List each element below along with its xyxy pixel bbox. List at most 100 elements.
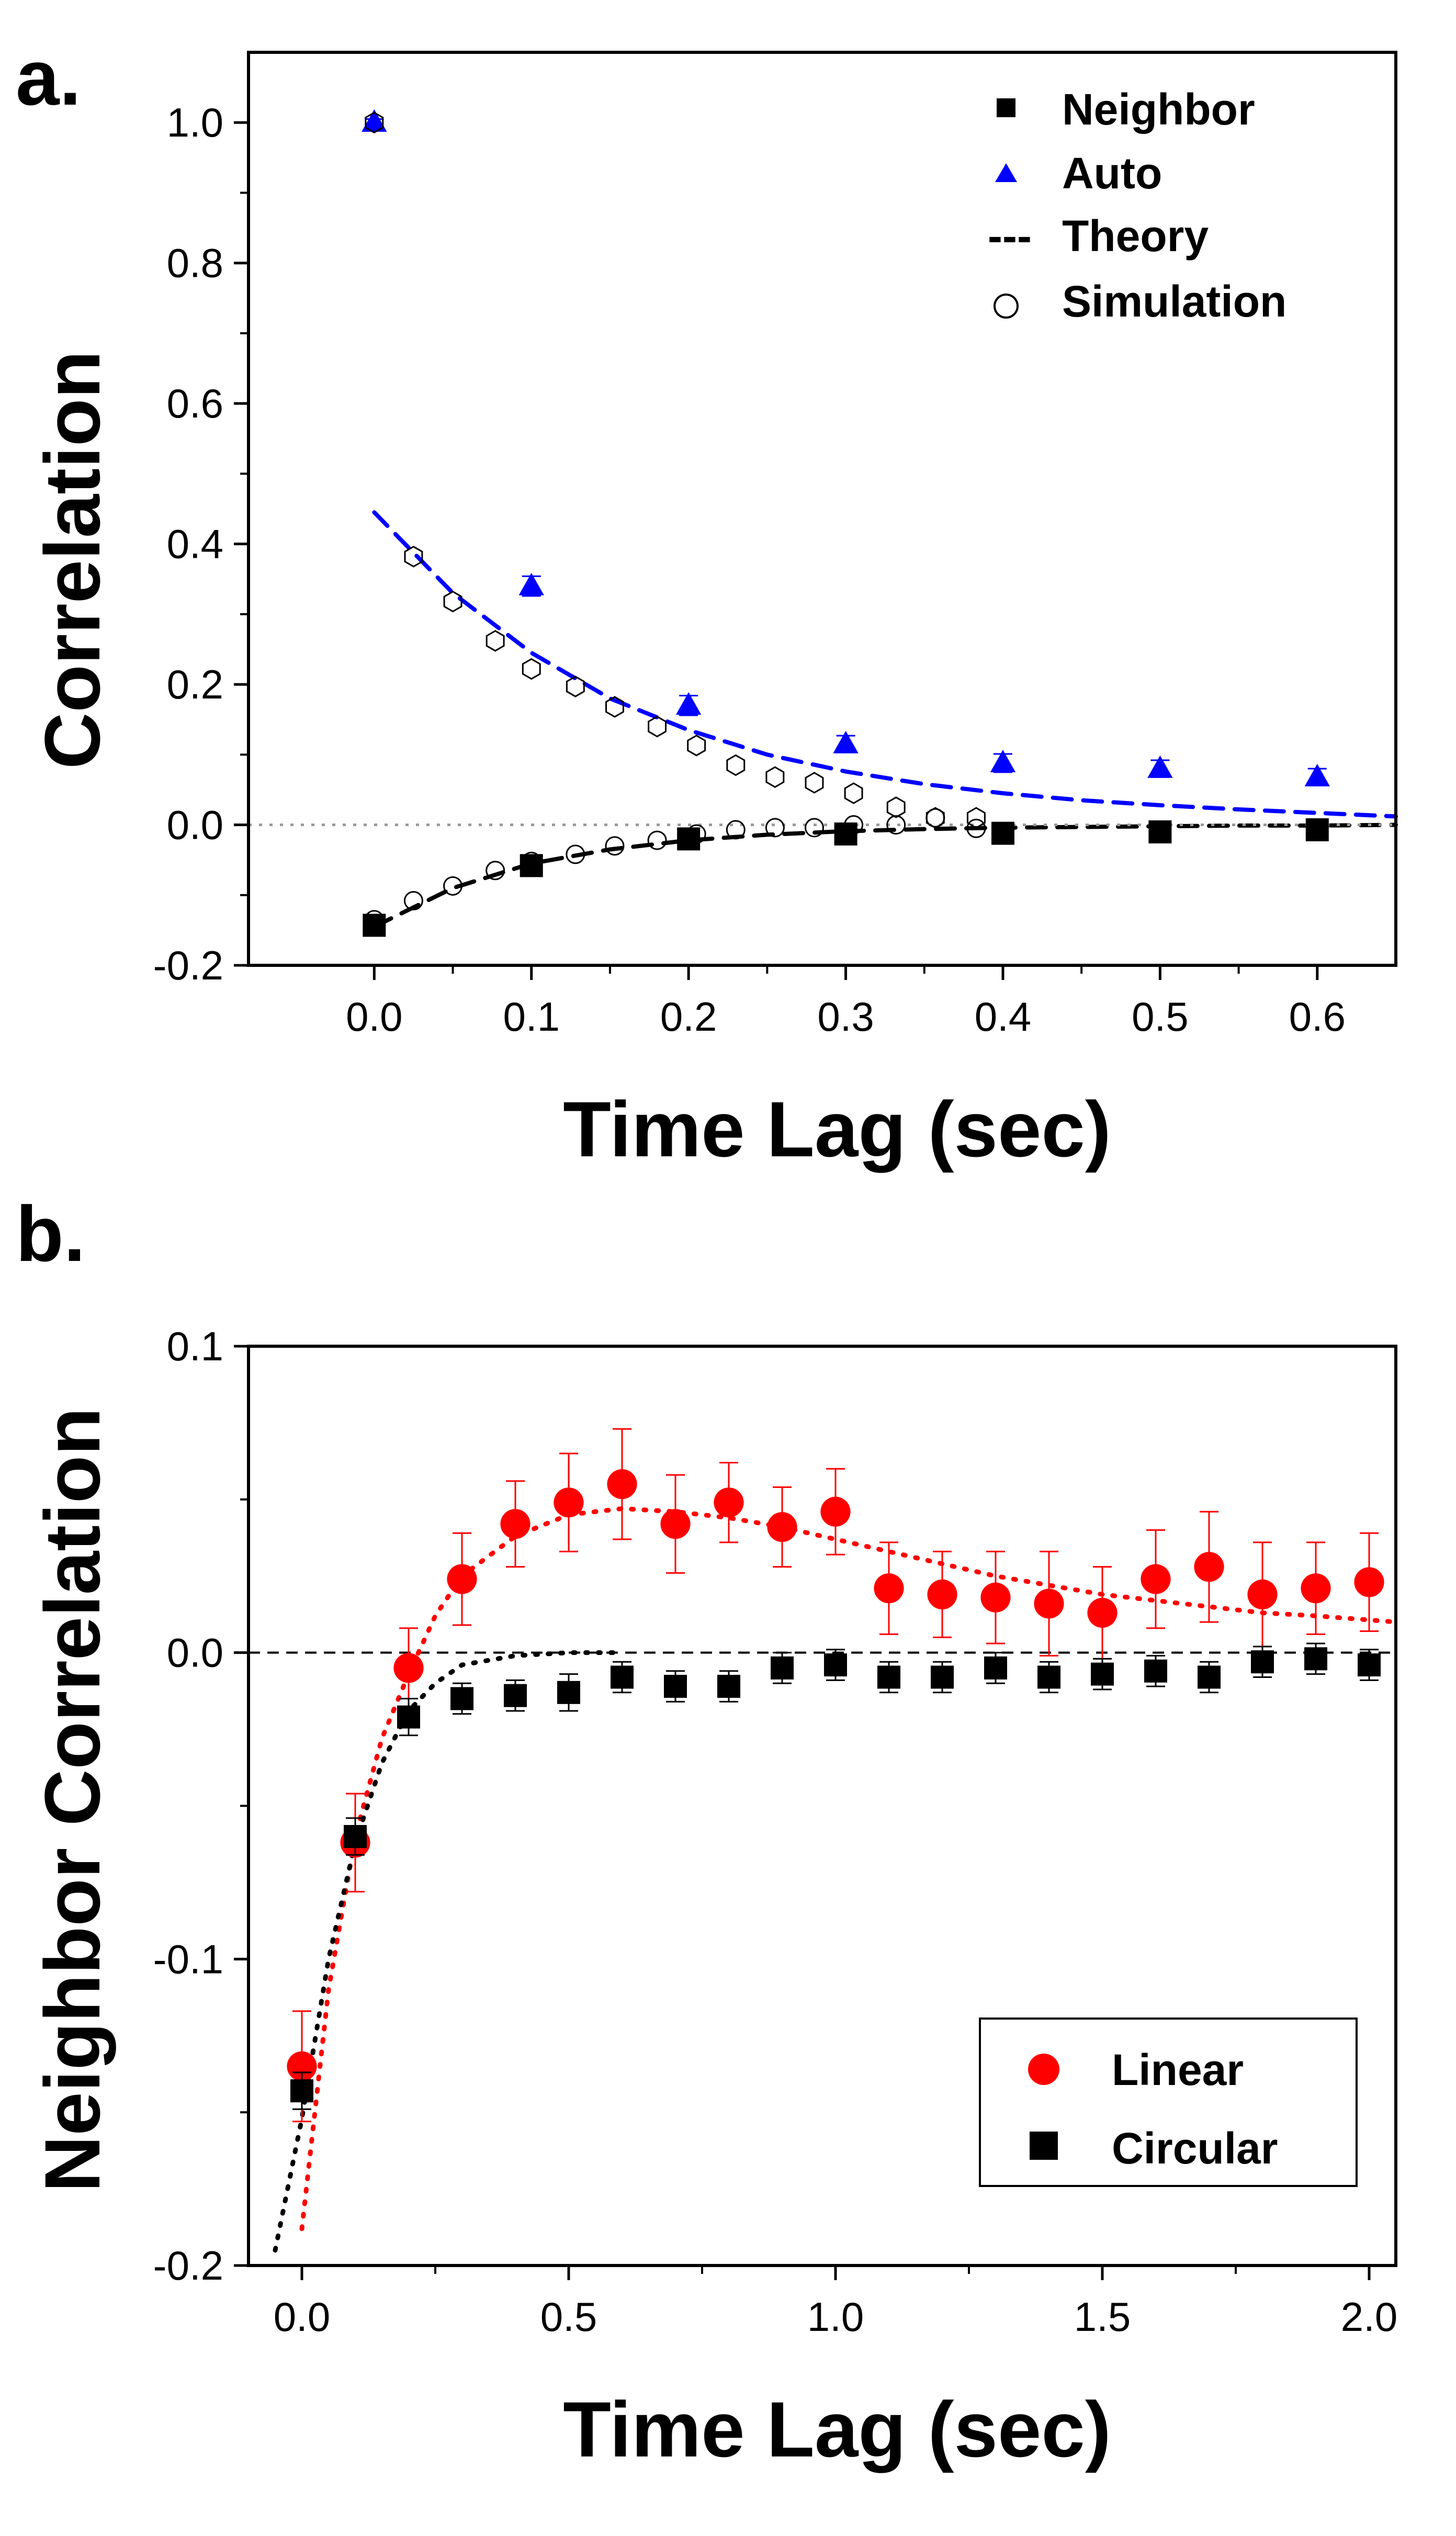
linear-point: [1301, 1573, 1331, 1604]
auto-point: [675, 692, 702, 715]
auto-point: [1304, 763, 1330, 786]
panel-a-x-axis-title: Time Lag (sec): [563, 1085, 1111, 1173]
linear-point: [1141, 1564, 1171, 1594]
legend-theory-dashes: ---: [988, 211, 1032, 261]
x-tick-label: 0.0: [274, 2294, 330, 2340]
panel-b-data-marks: [287, 1428, 1384, 2123]
simulation-auto-point: [966, 807, 986, 829]
legend-circular-marker: [1030, 2132, 1058, 2160]
simulation-auto-point: [844, 782, 863, 804]
simulation-neighbor-point: [765, 818, 785, 838]
circular-point: [984, 1656, 1007, 1680]
circular-point: [450, 1687, 473, 1710]
simulation-auto-point: [486, 630, 505, 652]
y-tick-label: 0.0: [167, 1630, 223, 1676]
panel-b-legend: Linear Circular: [979, 2017, 1358, 2187]
x-tick-label: 0.5: [540, 2294, 597, 2340]
x-tick-label: 0.0: [346, 994, 402, 1040]
auto-point: [990, 750, 1016, 773]
circular-point: [824, 1653, 847, 1677]
circular-point: [397, 1705, 420, 1729]
panel-a-data-marks: [362, 109, 1330, 937]
y-tick-label: -0.2: [153, 2242, 223, 2289]
panel-a-label: a.: [16, 33, 81, 121]
simulation-auto-point: [886, 796, 906, 818]
linear-point: [1194, 1552, 1224, 1582]
simulation-auto-point: [566, 675, 585, 697]
linear-point: [447, 1564, 477, 1594]
legend-theory-label: Theory: [1062, 211, 1209, 261]
simulation-auto-point: [805, 772, 824, 794]
circular-point: [664, 1675, 687, 1698]
circular-point: [1251, 1650, 1274, 1674]
circular-point: [344, 1825, 367, 1849]
neighbor-point: [991, 821, 1014, 845]
simulation-auto-point: [443, 590, 462, 613]
circular-point: [1037, 1665, 1060, 1689]
circular-point: [1358, 1653, 1381, 1677]
panel-b-ticks: 0.0 0.5 1.0 1.5 2.0 -0.2 -0.1 0.0 0.1: [153, 1323, 1398, 2340]
neighbor-point: [1305, 818, 1329, 841]
panel-a: a. 0.0 0.1 0.2 0.3 0.4 0.5 0.6 -0.2 0.0 0.2 0.4 0.6…: [16, 33, 1398, 1173]
circular-point: [931, 1665, 954, 1689]
y-tick-label: 0.6: [167, 380, 223, 426]
simulation-neighbor-point: [726, 820, 746, 840]
auto-point: [518, 572, 544, 595]
y-tick-label: -0.2: [153, 942, 223, 988]
circular-point: [717, 1675, 740, 1698]
linear-point: [820, 1496, 851, 1527]
x-tick-label: 0.3: [817, 994, 874, 1040]
fit-line-circular-fit: [273, 1650, 625, 2253]
auto-point: [362, 109, 387, 132]
y-tick-label: 0.4: [167, 521, 223, 567]
y-tick-label: 0.0: [167, 802, 223, 848]
x-tick-label: 0.6: [1289, 994, 1346, 1040]
simulation-neighbor-point: [966, 818, 986, 838]
neighbor-point: [1148, 820, 1172, 843]
simulation-auto-point: [648, 715, 667, 738]
linear-point: [980, 1582, 1011, 1613]
panel-b-label: b.: [16, 1190, 85, 1278]
linear-point: [660, 1509, 691, 1539]
simulation-neighbor-point: [686, 824, 706, 844]
simulation-neighbor-point: [647, 830, 667, 850]
linear-point: [287, 2051, 317, 2081]
x-tick-label: 0.4: [975, 994, 1031, 1040]
simulation-neighbor-point: [844, 815, 864, 835]
fit-line-theory-neighbor: [372, 822, 1398, 929]
simulation-auto-point: [404, 546, 423, 568]
circular-point: [290, 2079, 313, 2103]
linear-point: [500, 1509, 531, 1539]
x-tick-label: 2.0: [1341, 2294, 1397, 2340]
legend-auto-marker: [995, 163, 1017, 182]
fit-line-linear-fit: [299, 1506, 1398, 2231]
simulation-neighbor-point: [886, 815, 906, 835]
simulation-neighbor-point: [403, 891, 423, 911]
legend-neighbor-marker: [997, 98, 1015, 117]
linear-point: [714, 1487, 744, 1518]
x-tick-label: 1.0: [807, 2294, 864, 2340]
panel-b-fit-lines: [273, 1506, 1398, 2253]
x-tick-label: 0.2: [660, 994, 717, 1040]
panel-b-x-axis-title: Time Lag (sec): [563, 2385, 1111, 2473]
x-tick-label: 0.1: [503, 994, 560, 1040]
legend-simulation-label: Simulation: [1062, 277, 1286, 326]
panel-a-plot-frame: [247, 51, 1397, 967]
y-tick-label: 1.0: [167, 99, 223, 145]
simulation-neighbor-point: [566, 844, 585, 864]
panel-a-fit-lines: [372, 510, 1398, 929]
linear-point: [1034, 1588, 1064, 1619]
circular-point: [1144, 1659, 1167, 1683]
x-tick-label: 0.5: [1132, 994, 1188, 1040]
simulation-auto-point: [522, 658, 541, 680]
panel-a-y-axis-title: Correlation: [28, 351, 116, 769]
simulation-neighbor-point: [443, 876, 463, 896]
legend-circular-label: Circular: [1112, 2124, 1278, 2173]
linear-point: [393, 1653, 424, 1683]
panel-a-legend: Neighbor Auto --- Theory Simulation: [988, 85, 1286, 326]
panel-a-ticks: 0.0 0.1 0.2 0.3 0.4 0.5 0.6 -0.2 0.0 0.2 0.4 0.6 0.8…: [153, 99, 1346, 1040]
legend-simulation-marker: [994, 294, 1019, 319]
auto-point: [1147, 755, 1173, 778]
simulation-neighbor-point: [364, 910, 384, 930]
